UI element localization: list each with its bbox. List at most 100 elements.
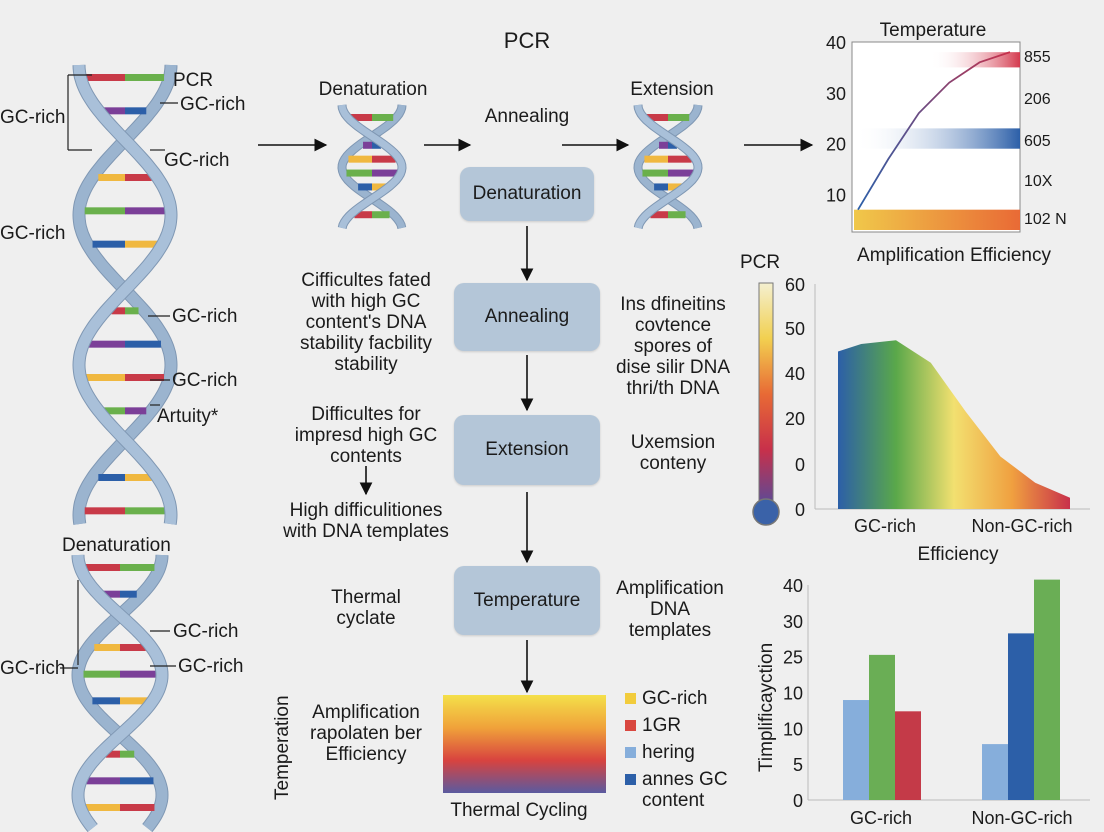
- chart3-ytick: 25: [783, 648, 803, 668]
- helix-label: GC-rich: [172, 306, 238, 327]
- base-pair: [120, 777, 154, 785]
- legend-item: GC-rich: [625, 688, 728, 709]
- base-pair: [354, 211, 372, 219]
- base-pair: [668, 169, 694, 177]
- base-pair: [125, 240, 158, 248]
- base-pair: [85, 374, 125, 381]
- legend-item: annes GC content: [625, 769, 728, 811]
- chart3-bar: [982, 744, 1008, 800]
- chart1-ytick: 10: [826, 185, 846, 205]
- helix-label: Denaturation: [62, 535, 171, 556]
- step-label-annealing: Annealing: [484, 106, 570, 127]
- base-pair: [363, 141, 372, 149]
- base-pair: [105, 750, 120, 758]
- base-pair: [85, 804, 120, 811]
- chart2-ytick: 0: [795, 500, 805, 520]
- chart1-right-label: 206: [1024, 91, 1051, 108]
- legend-label: GC-rich: [642, 688, 708, 709]
- note: Cifficultes fated with high GC content's…: [300, 270, 432, 375]
- helix-label: GC-rich: [173, 621, 239, 642]
- dna-strand: [338, 104, 406, 229]
- base-pair: [120, 590, 137, 598]
- base-pair: [372, 155, 396, 163]
- base-pair: [646, 114, 668, 121]
- base-pair: [125, 74, 165, 81]
- helix-label: GC-rich: [0, 223, 66, 244]
- thermal-gradient: [443, 695, 606, 793]
- base-pair: [86, 777, 120, 785]
- chart1-ytick: 40: [826, 33, 846, 53]
- thermal-legend: GC-rich 1GR hering annes GC content: [625, 688, 728, 817]
- chart2-area: [838, 340, 1070, 509]
- base-pair: [125, 207, 166, 215]
- dna-strand: [634, 104, 702, 229]
- helix-label: PCR: [173, 70, 214, 91]
- chart2-ytick: 20: [785, 409, 805, 429]
- chart2-xlabel: Efficiency: [917, 544, 999, 565]
- base-pair: [89, 340, 125, 348]
- base-pair: [111, 307, 125, 315]
- helix-label: GC-rich: [0, 658, 66, 679]
- base-pair: [644, 155, 668, 163]
- base-pair: [372, 114, 394, 121]
- chart1-title: Temperature: [879, 20, 987, 41]
- note: Amplification DNA templates: [616, 578, 724, 641]
- chart3-bar: [843, 700, 869, 800]
- base-pair: [125, 374, 165, 381]
- chart2-xtick: Non-GC-rich: [971, 516, 1072, 536]
- note: High difficulitiones with DNA templates: [283, 500, 449, 542]
- note: Ins dfineitins covtence spores of dise s…: [615, 294, 731, 399]
- chart2-ytick: 0: [795, 455, 805, 475]
- base-pair: [125, 507, 166, 515]
- chart1-xlabel: Amplification Efficiency: [857, 245, 1051, 266]
- dna-strand: [73, 64, 177, 525]
- legend-swatch: [625, 747, 636, 759]
- base-pair: [668, 155, 692, 163]
- base-pair: [94, 644, 120, 651]
- flow-box-extension: Extension: [454, 415, 600, 485]
- base-pair: [92, 240, 125, 248]
- legend-label: 1GR: [642, 715, 682, 736]
- base-pair: [125, 340, 161, 348]
- note: Difficultes for impresd high GC contents: [294, 404, 438, 467]
- helix-label: GC-rich: [180, 94, 246, 115]
- base-pair: [125, 474, 152, 481]
- chart2-xtick: GC-rich: [854, 516, 916, 536]
- thermal-ylabel: Temperation: [272, 695, 293, 800]
- base-pair: [372, 183, 386, 191]
- base-pair: [346, 169, 372, 177]
- base-pair: [98, 174, 125, 181]
- base-pair: [84, 207, 125, 215]
- base-pair: [84, 507, 125, 515]
- base-pair: [120, 644, 146, 651]
- dna-strand: [72, 554, 168, 832]
- step-label-denaturation: Denaturation: [318, 79, 428, 100]
- dna-strand: [338, 104, 406, 229]
- helix-label: GC-rich: [172, 370, 238, 391]
- base-pair: [372, 141, 381, 149]
- chart1-band: [854, 209, 1020, 230]
- legend-item: 1GR: [625, 715, 728, 736]
- legend-item: hering: [625, 742, 728, 763]
- base-pair: [83, 670, 120, 678]
- base-pair: [125, 307, 139, 315]
- legend-swatch: [625, 720, 636, 732]
- chart3-bar: [1008, 633, 1034, 800]
- base-pair: [350, 114, 372, 121]
- legend-label: hering: [642, 742, 695, 763]
- chart3-bar: [1034, 579, 1060, 800]
- legend-swatch: [625, 693, 636, 705]
- helix-label: Artuity*: [157, 406, 219, 427]
- base-pair: [103, 107, 125, 115]
- base-pair: [120, 670, 157, 678]
- chart1-curve: [857, 51, 1011, 211]
- dna-strand: [72, 554, 168, 832]
- legend-swatch: [625, 774, 636, 786]
- base-pair: [642, 169, 668, 177]
- chart2-title: PCR: [740, 252, 781, 273]
- base-pair: [650, 211, 668, 219]
- helix-label: GC-rich: [0, 107, 66, 128]
- note: Uxemsion conteny: [630, 432, 716, 474]
- flow-box-temperature: Temperature: [454, 566, 600, 635]
